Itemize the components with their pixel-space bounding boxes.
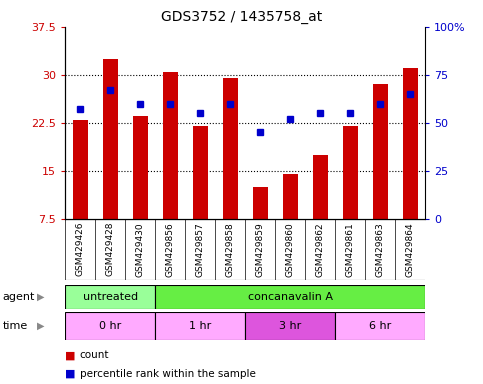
Text: concanavalin A: concanavalin A [248, 292, 333, 302]
Bar [155, 312, 245, 340]
Bar [65, 285, 155, 309]
Text: GDS3752 / 1435758_at: GDS3752 / 1435758_at [161, 10, 322, 23]
Bar [283, 174, 298, 219]
Bar [155, 285, 425, 309]
Text: 3 hr: 3 hr [279, 321, 301, 331]
Text: GSM429861: GSM429861 [345, 222, 355, 277]
Text: GSM429862: GSM429862 [315, 222, 325, 276]
Bar [103, 59, 118, 219]
Text: 1 hr: 1 hr [189, 321, 211, 331]
Text: untreated: untreated [83, 292, 138, 302]
Bar [65, 312, 155, 340]
Bar [402, 68, 417, 219]
Text: ■: ■ [65, 369, 76, 379]
Text: ▶: ▶ [37, 292, 45, 302]
Bar [342, 126, 357, 219]
Text: agent: agent [2, 292, 35, 302]
Text: percentile rank within the sample: percentile rank within the sample [80, 369, 256, 379]
Text: 0 hr: 0 hr [99, 321, 121, 331]
Text: count: count [80, 350, 109, 360]
Bar [223, 78, 238, 219]
Text: ■: ■ [65, 350, 76, 360]
Bar [245, 312, 335, 340]
Text: GSM429430: GSM429430 [136, 222, 145, 276]
Text: GSM429859: GSM429859 [256, 222, 265, 277]
Bar [73, 120, 88, 219]
Text: GSM429428: GSM429428 [106, 222, 114, 276]
Text: GSM429426: GSM429426 [76, 222, 85, 276]
Text: GSM429860: GSM429860 [285, 222, 295, 277]
Text: ▶: ▶ [37, 321, 45, 331]
Text: 6 hr: 6 hr [369, 321, 391, 331]
Bar [335, 312, 425, 340]
Bar [253, 187, 268, 219]
Text: GSM429857: GSM429857 [196, 222, 205, 277]
Text: GSM429863: GSM429863 [376, 222, 384, 277]
Text: time: time [2, 321, 28, 331]
Bar [313, 155, 327, 219]
Bar [163, 72, 178, 219]
Bar [133, 116, 148, 219]
Text: GSM429856: GSM429856 [166, 222, 175, 277]
Text: GSM429864: GSM429864 [406, 222, 414, 276]
Text: GSM429858: GSM429858 [226, 222, 235, 277]
Bar [372, 84, 387, 219]
Bar [193, 126, 208, 219]
